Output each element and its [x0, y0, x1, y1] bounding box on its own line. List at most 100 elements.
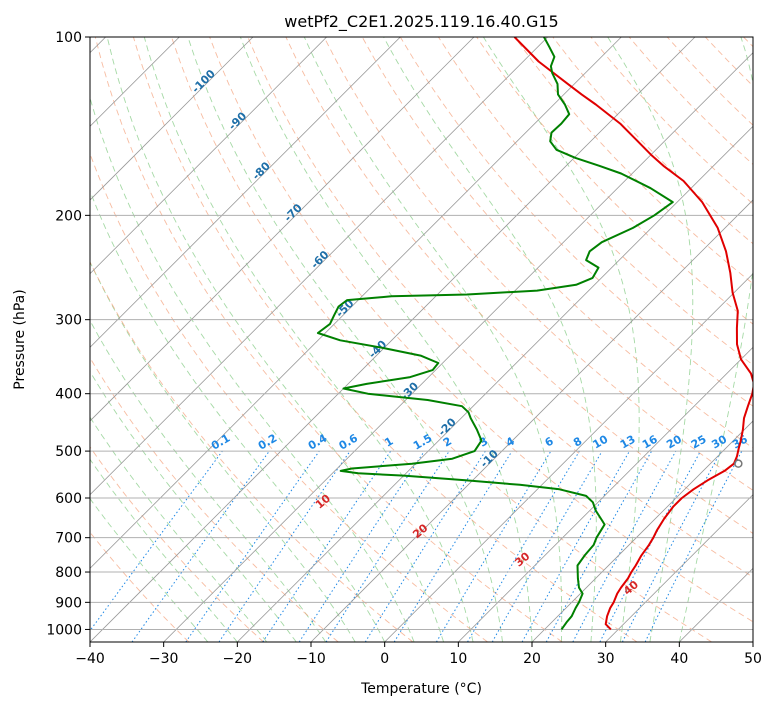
mixing-ratio-label: 1.5: [411, 432, 434, 453]
background-lines: [90, 37, 753, 642]
dry-adiabat-line: [209, 37, 753, 623]
isotherms: [90, 37, 753, 642]
dry-adiabat-line: [90, 356, 339, 642]
isotherm-label: -10: [478, 447, 501, 470]
isotherm-line: [310, 199, 753, 642]
dry-adiabat-line: [90, 446, 264, 642]
dry-adiabat-line: [247, 37, 753, 578]
moist-adiabat-line: [90, 190, 386, 642]
moist-adiabat-line: [90, 458, 238, 642]
isotherm-line: [90, 37, 254, 201]
y-tick-label: 900: [55, 595, 82, 611]
isotherm-line: [384, 273, 753, 642]
moist-adiabat-line: [106, 37, 445, 642]
moist-adiabat-line: [143, 37, 474, 642]
mixing-ratio-label: 6: [543, 434, 556, 449]
dry-adiabat-line: [514, 37, 753, 285]
isotherm-line: [90, 37, 327, 275]
moist-adiabat-line: [90, 370, 297, 642]
x-tick-label: −20: [223, 651, 253, 667]
dry-adiabats: [90, 37, 753, 642]
dry-adiabat-line: [590, 37, 753, 205]
isotherm-label: -60: [308, 248, 331, 271]
x-axis: −40 −30 −20 −10 0 10 20 30 40 50: [75, 642, 762, 667]
x-tick-label: 30: [597, 651, 615, 667]
x-tick-label: −40: [75, 651, 105, 667]
mixing-ratio-line: [467, 450, 580, 642]
isotherm-line: [90, 37, 475, 422]
isotherm-label: -90: [226, 109, 249, 132]
isotherm-line: [163, 52, 753, 642]
mixing-ratio-line: [218, 450, 351, 642]
dry-adiabat-line: [94, 37, 563, 642]
mixing-ratio-line: [599, 450, 701, 642]
moist-adiabat-line: [678, 37, 753, 642]
moist-adiabat-line: [483, 37, 640, 642]
dry-adiabat-line: [90, 152, 488, 642]
mixing-ratio-line: [298, 450, 425, 642]
moist-adiabat-line: [90, 260, 356, 642]
y-tick-label: 100: [55, 30, 82, 46]
moist-adiabat-line: [90, 319, 327, 642]
mixing-ratio-line: [325, 450, 450, 642]
isotherm-line: [90, 37, 622, 569]
x-tick-label: −10: [296, 651, 326, 667]
dry-adiabat-line: [323, 37, 753, 491]
isotherm-label: -80: [250, 159, 273, 182]
mixing-ratio-label: 25: [689, 433, 709, 452]
isotherm-label: -100: [189, 67, 218, 96]
isotherm-line: [679, 567, 753, 642]
mixing-ratio-line: [393, 450, 513, 642]
y-tick-label: 400: [55, 387, 82, 403]
isotherm-line: [90, 37, 696, 642]
y-axis-label: Pressure (hPa): [12, 289, 28, 389]
mixing-ratio-line: [572, 450, 677, 642]
mixing-ratio-line: [262, 450, 392, 642]
chart-title: wetPf2_C2E1.2025.119.16.40.G15: [284, 12, 558, 32]
dry-adiabat-line: [666, 37, 753, 126]
profiles: [316, 37, 753, 631]
dry-adiabat-line: [704, 37, 753, 87]
moist-adiabat-line: [303, 37, 563, 642]
y-tick-label: 300: [55, 313, 82, 329]
dry-adiabat-line: [90, 531, 190, 642]
temperature-line: [513, 37, 753, 631]
mixing-ratio-line: [185, 450, 320, 642]
moist-adiabat-line: [383, 37, 597, 642]
plot-frame: [89, 36, 754, 643]
dry-adiabat-line: [438, 37, 753, 366]
mixing-ratio-label: 0.1: [209, 432, 232, 453]
dry-adiabat-line: [90, 261, 414, 642]
y-tick-label: 700: [55, 531, 82, 547]
x-tick-label: −30: [149, 651, 179, 667]
y-tick-label: 1000: [46, 622, 82, 638]
moist-adiabat-line: [90, 497, 209, 642]
y-axis: 100 200 300 400 500 600 700 800 900 1000: [46, 30, 90, 638]
mixing-ratio-line: [644, 450, 743, 642]
y-tick-label: 500: [55, 444, 82, 460]
dry-adiabat-line: [743, 37, 753, 48]
mixing-ratio-lines: [90, 450, 743, 642]
isotherm-line: [531, 420, 753, 642]
isotherm-line: [90, 37, 548, 496]
mixing-ratio-label: 10: [591, 432, 611, 451]
dry-adiabat-line: [476, 37, 753, 325]
x-tick-label: 40: [670, 651, 688, 667]
isotherm-label: -20: [436, 415, 459, 438]
dry-adiabat-line: [285, 37, 753, 535]
mixing-ratio-label: 13: [618, 433, 638, 452]
y-tick-label: 200: [55, 208, 82, 224]
mixing-ratio-label: 1: [382, 435, 395, 450]
y-tick-label: 600: [55, 491, 82, 507]
moist-adiabat-line: [607, 37, 694, 642]
isotherm-line: [605, 494, 753, 642]
lcl-marker: [734, 459, 743, 468]
mixing-ratio-line: [90, 450, 223, 632]
isotherm-line: [458, 346, 753, 642]
isotherm-line: [237, 125, 753, 642]
moist-adiabat-line: [187, 37, 503, 642]
dry-adiabat-label: 10: [313, 492, 333, 512]
mixing-ratio-label: 8: [571, 435, 584, 450]
x-tick-label: 0: [380, 651, 389, 667]
